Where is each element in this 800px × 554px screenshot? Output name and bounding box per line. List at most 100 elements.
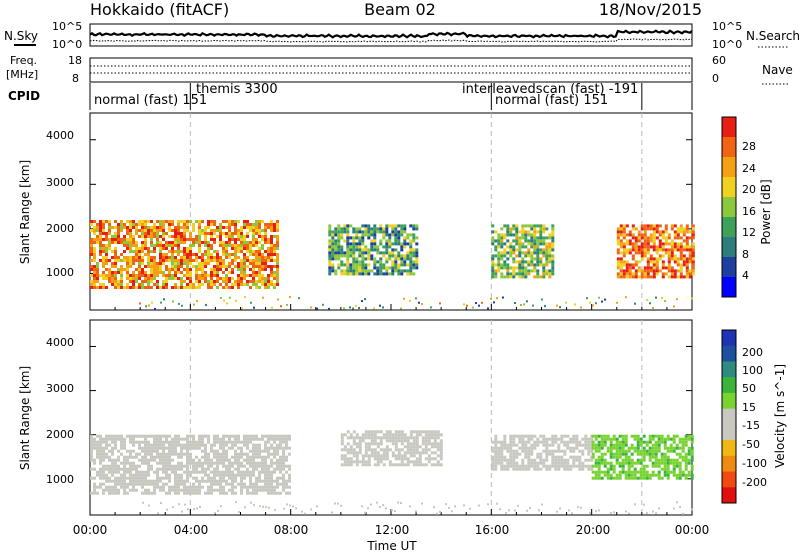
heatmap-cell — [587, 438, 590, 441]
heatmap-cell — [231, 235, 234, 238]
heatmap-cell — [93, 486, 96, 489]
heatmap-cell — [198, 238, 201, 241]
heatmap-cell — [271, 307, 273, 309]
heatmap-cell — [96, 271, 99, 274]
heatmap-cell — [255, 435, 258, 438]
heatmap-cell — [207, 435, 210, 438]
heatmap-cell — [261, 253, 264, 256]
heatmap-cell — [105, 277, 108, 280]
heatmap-cell — [554, 462, 557, 465]
heatmap-cell — [691, 459, 694, 462]
heatmap-cell — [139, 303, 141, 305]
heatmap-cell — [404, 439, 407, 442]
heatmap-cell — [237, 238, 240, 241]
heatmap-cell — [123, 456, 126, 459]
heatmap-cell — [619, 450, 622, 453]
heatmap-cell — [213, 468, 216, 471]
heatmap-cell — [416, 457, 419, 460]
heatmap-cell — [613, 435, 616, 438]
heatmap-cell — [168, 474, 171, 477]
heatmap-cell — [228, 447, 231, 450]
heatmap-cell — [259, 505, 261, 507]
heatmap-cell — [668, 266, 671, 269]
heatmap-cell — [539, 453, 542, 456]
heatmap-cell — [545, 453, 548, 456]
heatmap-cell — [135, 468, 138, 471]
vel-ytick-3000: 3000 — [46, 382, 74, 395]
heatmap-cell — [186, 226, 189, 229]
heatmap-cell — [165, 286, 168, 289]
heatmap-cell — [679, 456, 682, 459]
heatmap-cell — [249, 462, 252, 465]
heatmap-cell — [180, 483, 183, 486]
heatmap-cell — [416, 442, 419, 445]
heatmap-cell — [394, 233, 397, 236]
heatmap-cell — [371, 439, 374, 442]
heatmap-cell — [412, 263, 415, 266]
heatmap-cell — [90, 459, 93, 462]
heatmap-cell — [165, 244, 168, 247]
heatmap-cell — [589, 302, 591, 304]
heatmap-cell — [497, 266, 500, 269]
heatmap-cell — [177, 262, 180, 265]
heatmap-cell — [500, 450, 503, 453]
colorbar-swatch — [722, 456, 736, 472]
heatmap-cell — [512, 435, 515, 438]
heatmap-cell — [589, 512, 591, 514]
heatmap-cell — [237, 462, 240, 465]
heatmap-cell — [367, 251, 370, 254]
heatmap-cell — [391, 263, 394, 266]
heatmap-cell — [551, 435, 554, 438]
heatmap-cell — [647, 236, 650, 239]
heatmap-cell — [641, 248, 644, 251]
heatmap-cell — [557, 447, 560, 450]
heatmap-cell — [102, 232, 105, 235]
heatmap-cell — [509, 462, 512, 465]
heatmap-cell — [210, 483, 213, 486]
heatmap-cell — [246, 486, 249, 489]
heatmap-cell — [521, 450, 524, 453]
heatmap-cell — [526, 510, 528, 512]
heatmap-cell — [656, 245, 659, 248]
heatmap-cell — [141, 492, 144, 495]
heatmap-cell — [186, 238, 189, 241]
heatmap-cell — [683, 254, 686, 257]
heatmap-cell — [337, 503, 339, 505]
heatmap-cell — [150, 280, 153, 283]
heatmap-cell — [671, 242, 674, 245]
heatmap-cell — [117, 477, 120, 480]
heatmap-cell — [659, 257, 662, 260]
heatmap-cell — [237, 220, 240, 223]
heatmap-cell — [114, 459, 117, 462]
heatmap-cell — [397, 501, 399, 503]
heatmap-cell — [147, 474, 150, 477]
heatmap-cell — [409, 269, 412, 272]
heatmap-cell — [416, 463, 419, 466]
heatmap-cell — [201, 435, 204, 438]
heatmap-cell — [475, 302, 477, 304]
heatmap-cell — [114, 435, 117, 438]
heatmap-cell — [439, 302, 441, 304]
heatmap-cell — [542, 438, 545, 441]
heatmap-cell — [691, 453, 694, 456]
heatmap-cell — [249, 492, 252, 495]
heatmap-cell — [533, 257, 536, 260]
heatmap-cell — [653, 248, 656, 251]
heatmap-cell — [183, 471, 186, 474]
heatmap-cell — [178, 303, 180, 305]
heatmap-cell — [337, 239, 340, 242]
heatmap-cell — [114, 447, 117, 450]
heatmap-cell — [679, 474, 682, 477]
heatmap-cell — [587, 444, 590, 447]
heatmap-cell — [150, 262, 153, 265]
heatmap-cell — [530, 263, 533, 266]
heatmap-cell — [665, 239, 668, 242]
heatmap-cell — [126, 492, 129, 495]
heatmap-cell — [628, 477, 631, 480]
heatmap-cell — [613, 468, 616, 471]
heatmap-cell — [667, 450, 670, 453]
heatmap-cell — [264, 483, 267, 486]
heatmap-cell — [141, 235, 144, 238]
heatmap-cell — [688, 459, 691, 462]
heatmap-cell — [407, 457, 410, 460]
